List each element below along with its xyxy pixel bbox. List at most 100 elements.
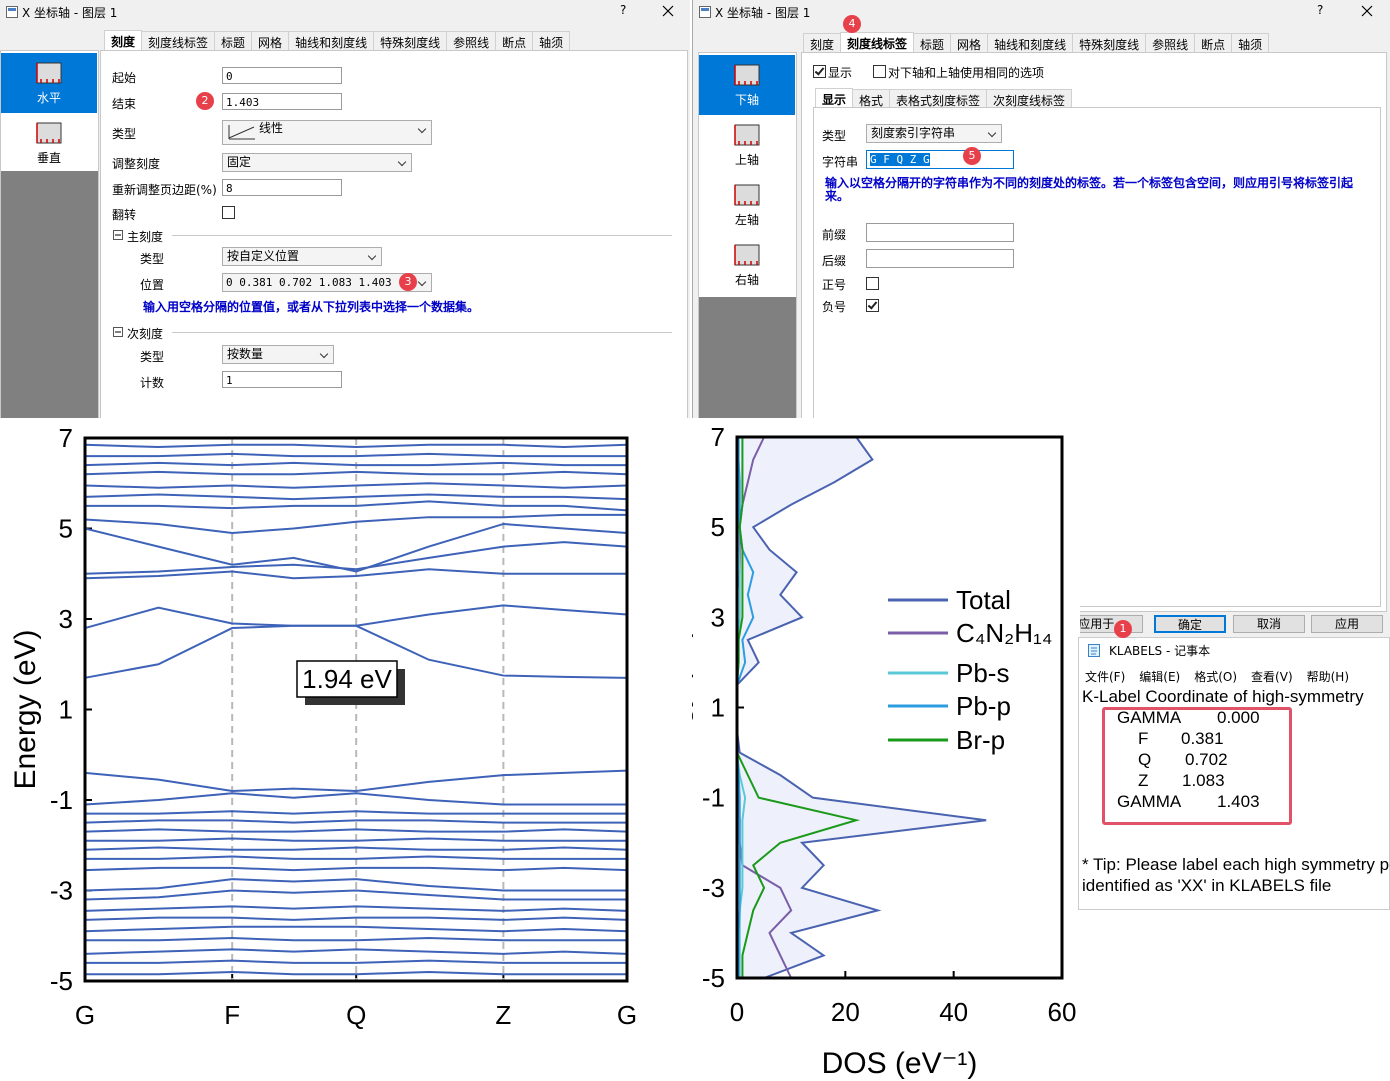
tip-line: * Tip: Please label each high symmetry p…	[1082, 855, 1390, 874]
x-tick-label: G	[75, 1000, 95, 1030]
rescale-select[interactable]: 固定	[222, 153, 412, 172]
step-badge: 5	[963, 147, 981, 165]
plus-checkbox[interactable]	[866, 277, 879, 290]
notepad-icon	[1088, 644, 1100, 657]
field-label: 翻转	[112, 208, 137, 222]
tab[interactable]: 参照线	[1145, 33, 1196, 52]
k-label: GAMMA	[1117, 792, 1182, 811]
minus-checkbox[interactable]	[866, 299, 879, 312]
tab[interactable]: 断点	[495, 31, 534, 50]
tab[interactable]: 表格式刻度标签	[889, 89, 988, 108]
legend-label: Pb-s	[956, 658, 1009, 688]
series-line	[84, 482, 628, 489]
type-select[interactable]: 线性	[222, 120, 432, 145]
side-icon	[36, 62, 62, 84]
count-input[interactable]: 1	[222, 371, 342, 388]
side-item[interactable]: 垂直	[1, 113, 97, 173]
tab[interactable]: 轴须	[1231, 33, 1270, 52]
series-line	[85, 970, 627, 976]
series-line	[85, 937, 627, 942]
tab[interactable]: 刻度线标签	[141, 31, 216, 50]
close-button[interactable]	[662, 5, 674, 17]
label-type-select[interactable]: 刻度索引字符串	[866, 124, 1002, 143]
x-tick-label: Q	[346, 1000, 366, 1030]
tab[interactable]: 标题	[913, 33, 952, 52]
start-input[interactable]: 0	[222, 67, 342, 84]
annotation: 1.94 eV	[302, 664, 392, 694]
flip-checkbox[interactable]	[222, 206, 235, 219]
series-line	[84, 470, 628, 476]
subtab-bar: 显示 格式 表格式刻度标签 次刻度线标签	[815, 88, 1073, 109]
tab[interactable]: 轴线和刻度线	[288, 31, 375, 50]
side-icon	[734, 124, 760, 146]
side-item[interactable]: 水平	[1, 53, 97, 113]
dos-chart: -5 -3 -1 1 3 5 7 0 20 40 60 Energy (eV) DOS (eV⁻¹) To…	[692, 418, 1080, 1081]
side-item[interactable]: 左轴	[699, 175, 795, 235]
x-tick-label: 0	[730, 997, 744, 1027]
tab[interactable]: 标题	[214, 31, 253, 50]
side-item[interactable]: 下轴	[699, 55, 795, 115]
show-checkbox[interactable]	[813, 65, 826, 78]
tab[interactable]: 格式	[852, 89, 891, 108]
suffix-input[interactable]	[866, 249, 1014, 268]
y-tick-label: 1	[711, 693, 725, 723]
window-title: X 坐标轴 - 图层 1	[22, 6, 118, 20]
position-combo[interactable]: 0 0.381 0.702 1.083 1.403	[222, 273, 432, 292]
side-item[interactable]: 右轴	[699, 235, 795, 295]
tab[interactable]: 特殊刻度线	[373, 31, 448, 50]
side-item[interactable]: 上轴	[699, 115, 795, 175]
menu-item[interactable]: 格式(O)	[1194, 670, 1238, 684]
major-type-select[interactable]: 按自定义位置	[222, 247, 382, 266]
menu-item[interactable]: 帮助(H)	[1306, 670, 1350, 684]
collapse-icon[interactable]	[113, 327, 123, 337]
series-line	[85, 837, 627, 842]
scale-dialog: X 坐标轴 - 图层 1 ? 刻度 刻度线标签 标题 网格 轴线和刻度线 特殊刻度线 参照线…	[0, 0, 690, 418]
y-tick-label: -1	[702, 783, 725, 813]
dialog-button[interactable]: 取消	[1233, 615, 1305, 633]
series-line	[84, 522, 628, 573]
dialog-button[interactable]: 应用	[1311, 615, 1383, 633]
field-label: 重新调整页边距(%)	[112, 183, 217, 197]
tab[interactable]: 轴线和刻度线	[987, 33, 1074, 52]
margin-input[interactable]: 8	[222, 179, 342, 196]
side-icon	[734, 64, 760, 86]
side-label: 上轴	[734, 153, 759, 167]
k-label: F	[1138, 729, 1149, 748]
close-button[interactable]	[1361, 5, 1373, 17]
text-line: K-Label Coordinate of high-symmetry	[1082, 687, 1364, 706]
side-icon	[734, 244, 760, 266]
hint-text: 输入以空格分隔开的字符串作为不同的刻度处的标签。若一个标签包含空间，则应用引号将…	[825, 176, 1354, 203]
field-label: 类型	[140, 350, 165, 364]
tab[interactable]: 断点	[1194, 33, 1233, 52]
tab[interactable]: 刻度	[104, 30, 143, 51]
menu-item[interactable]: 查看(V)	[1251, 670, 1293, 684]
prefix-input[interactable]	[866, 223, 1014, 242]
string-input[interactable]: G F Q Z G	[866, 150, 1014, 169]
help-button[interactable]: ?	[1317, 3, 1324, 17]
k-label: GAMMA	[1117, 708, 1182, 727]
window-icon	[6, 6, 18, 18]
series-line	[84, 916, 628, 921]
help-button[interactable]: ?	[620, 3, 627, 17]
y-tick-label: -3	[50, 876, 73, 906]
tab[interactable]: 轴须	[532, 31, 571, 50]
side-label: 垂直	[36, 151, 61, 165]
coordinate: 0.381	[1181, 729, 1224, 748]
tab[interactable]: 刻度	[803, 33, 842, 52]
dialog-button[interactable]: 确定	[1154, 615, 1226, 633]
same-checkbox[interactable]	[873, 65, 886, 78]
tab[interactable]: 网格	[251, 31, 290, 50]
tab[interactable]: 网格	[950, 33, 989, 52]
menu-item[interactable]: 文件(F)	[1085, 670, 1126, 684]
minor-type-select[interactable]: 按数量	[222, 345, 334, 364]
end-input[interactable]: 1.403	[222, 93, 342, 110]
tab[interactable]: 显示	[815, 88, 854, 109]
collapse-icon[interactable]	[113, 230, 123, 240]
y-tick-label: 3	[59, 604, 73, 634]
tab[interactable]: 刻度线标签	[840, 32, 915, 53]
menu-item[interactable]: 编辑(E)	[1139, 670, 1181, 684]
tab[interactable]: 特殊刻度线	[1072, 33, 1147, 52]
tab[interactable]: 次刻度线标签	[986, 89, 1073, 108]
tab[interactable]: 参照线	[446, 31, 497, 50]
